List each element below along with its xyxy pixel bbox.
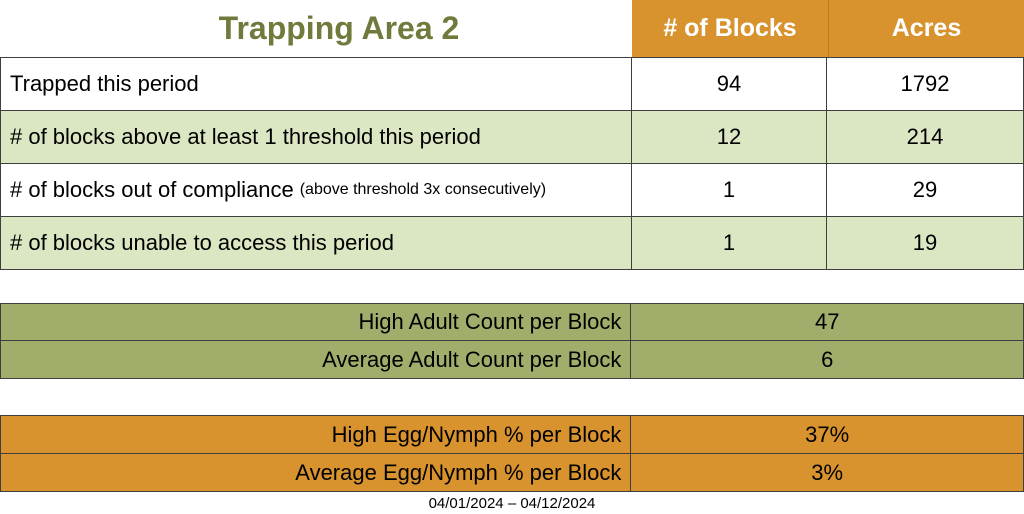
- row-value: 3%: [811, 459, 844, 485]
- row-label: Average Egg/Nymph % per Block: [1, 454, 632, 491]
- table-row: # of blocks above at least 1 threshold t…: [1, 111, 1023, 164]
- page-title: Trapping Area 2: [0, 0, 632, 57]
- row-label-text: Trapped this period: [10, 71, 199, 96]
- main-table-header: Trapping Area 2 # of Blocks Acres: [0, 0, 1024, 57]
- spacer: [0, 270, 1024, 303]
- row-label-text: # of blocks above at least 1 threshold t…: [10, 124, 481, 149]
- acres-value: 19: [912, 230, 938, 255]
- table-row: Trapped this period 94 1792: [1, 58, 1023, 111]
- row-label: # of blocks unable to access this period: [1, 217, 632, 269]
- table-row: Average Adult Count per Block 6: [1, 341, 1023, 378]
- column-header-blocks: # of Blocks: [632, 0, 828, 57]
- row-value: 6: [821, 346, 834, 372]
- row-label-note: (above threshold 3x consecutively): [299, 181, 547, 198]
- table-row: # of blocks unable to access this period…: [1, 217, 1023, 269]
- egg-nymph-table: High Egg/Nymph % per Block 37% Average E…: [0, 415, 1024, 492]
- row-label: High Egg/Nymph % per Block: [1, 416, 632, 453]
- blocks-value: 1: [632, 217, 827, 269]
- blocks-value: 12: [632, 111, 827, 163]
- acres-value: 29: [912, 177, 938, 202]
- table-row: High Adult Count per Block 47: [1, 304, 1023, 341]
- row-label: # of blocks above at least 1 threshold t…: [1, 111, 632, 163]
- main-table-body: Trapped this period 94 1792 # of blocks …: [0, 57, 1024, 270]
- blocks-value: 94: [632, 58, 827, 110]
- table-row: High Egg/Nymph % per Block 37%: [1, 416, 1023, 454]
- date-range: 04/01/2024 – 04/12/2024: [428, 494, 596, 512]
- column-header-acres: Acres: [828, 0, 1024, 57]
- acres-value: 214: [906, 124, 944, 149]
- adult-count-table: High Adult Count per Block 47 Average Ad…: [0, 303, 1024, 379]
- table-row: Average Egg/Nymph % per Block 3%: [1, 454, 1023, 491]
- spacer: [0, 379, 1024, 415]
- acres-value: 1792: [900, 71, 950, 96]
- row-label: Trapped this period: [1, 58, 632, 110]
- row-value: 47: [814, 309, 840, 334]
- row-label: High Adult Count per Block: [1, 304, 632, 340]
- blocks-value: 1: [632, 164, 827, 216]
- row-label: # of blocks out of compliance (above thr…: [1, 164, 632, 216]
- row-label-text: # of blocks unable to access this period: [10, 230, 395, 255]
- table-row: # of blocks out of compliance (above thr…: [1, 164, 1023, 217]
- row-label: Average Adult Count per Block: [1, 341, 632, 378]
- row-label-text: # of blocks out of compliance: [10, 177, 294, 202]
- row-value: 37%: [805, 421, 850, 447]
